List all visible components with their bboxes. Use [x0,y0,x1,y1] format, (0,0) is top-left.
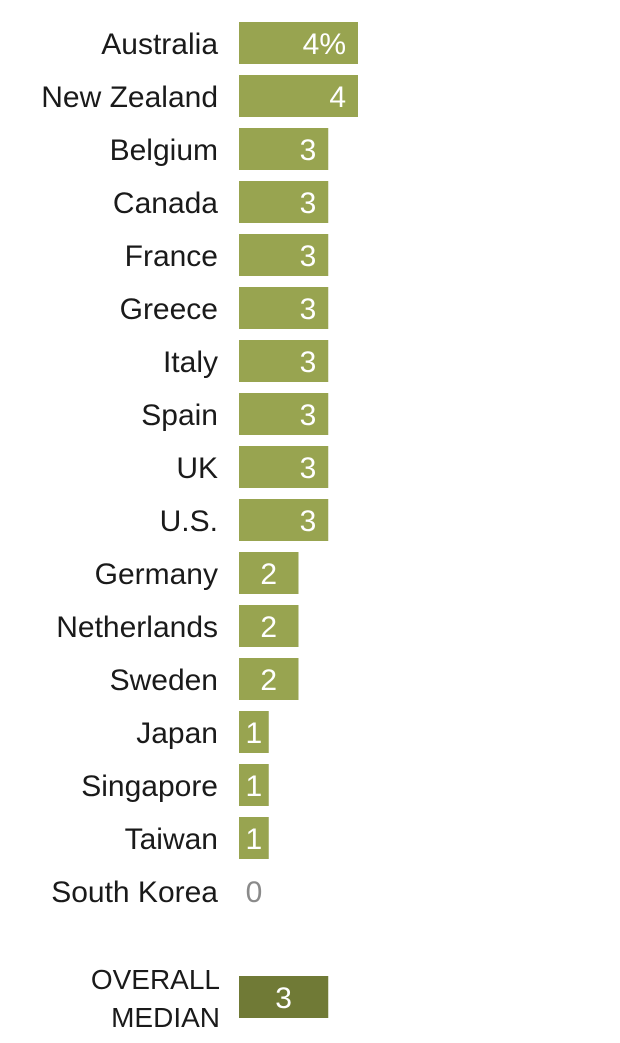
value-label-taiwan: 1 [246,823,263,856]
bar-japan [239,711,269,753]
bar-australia [239,22,358,64]
value-label-new-zealand: 4 [329,81,346,114]
value-label-singapore: 1 [246,770,263,803]
category-label-belgium: Belgium [110,134,218,167]
median-bar [239,976,329,1018]
value-label-south-korea: 0 [246,876,263,909]
category-label-singapore: Singapore [81,770,218,803]
category-label-australia: Australia [101,28,218,61]
category-label-south-korea: South Korea [51,876,218,909]
bar-sweden [239,658,299,700]
category-label-italy: Italy [163,346,218,379]
value-label-australia: 4% [303,28,346,61]
value-label-uk: 3 [300,452,317,485]
value-label-sweden: 2 [260,664,277,697]
value-label-germany: 2 [260,558,277,591]
median-value-label: 3 [275,982,292,1015]
category-label-new-zealand: New Zealand [41,81,218,114]
category-label-sweden: Sweden [110,664,218,697]
bar-u-s [239,499,329,541]
bar-netherlands [239,605,299,647]
category-label-japan: Japan [136,717,218,750]
bar-uk [239,446,329,488]
bar-france [239,234,329,276]
value-label-canada: 3 [300,187,317,220]
bar-italy [239,340,329,382]
value-label-japan: 1 [246,717,263,750]
median-label-line-1: OVERALL [91,964,220,995]
bar-greece [239,287,329,329]
category-label-germany: Germany [95,558,218,591]
category-label-uk: UK [176,452,218,485]
value-label-u-s: 3 [300,505,317,538]
category-label-canada: Canada [113,187,218,220]
value-label-belgium: 3 [300,134,317,167]
overall-median-row: OVERALL MEDIAN 3 [91,964,329,1033]
bar-spain [239,393,329,435]
value-label-france: 3 [300,240,317,273]
bar-singapore [239,764,269,806]
bar-taiwan [239,817,269,859]
category-label-france: France [125,240,218,273]
value-label-italy: 3 [300,346,317,379]
median-label-line-2: MEDIAN [111,1002,220,1033]
value-label-spain: 3 [300,399,317,432]
chart-rows: Australia 4% New Zealand 4 Belgium 3 Canada 3 Fr… [41,22,358,909]
bar-germany [239,552,299,594]
bar-new-zealand [239,75,358,117]
category-label-spain: Spain [141,399,218,432]
value-label-greece: 3 [300,293,317,326]
category-label-taiwan: Taiwan [125,823,218,856]
bar-canada [239,181,329,223]
value-label-netherlands: 2 [260,611,277,644]
bar-belgium [239,128,329,170]
category-label-netherlands: Netherlands [56,611,218,644]
category-label-greece: Greece [120,293,218,326]
category-label-u-s: U.S. [160,505,218,538]
